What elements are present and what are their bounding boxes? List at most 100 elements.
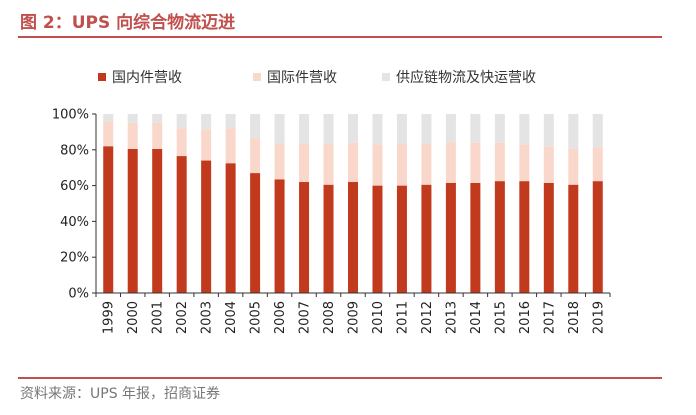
bar-domestic-2018: [568, 184, 579, 293]
x-tick-label-2000: 2000: [126, 301, 141, 334]
bar-international-2004: [225, 128, 236, 164]
y-tick-label: 60%: [60, 179, 89, 194]
x-tick-label-2013: 2013: [444, 301, 459, 334]
bar-international-2006: [274, 143, 285, 180]
bar-international-2010: [372, 144, 383, 186]
bar-supply-chain-2010: [372, 114, 383, 145]
bar-international-2016: [519, 144, 530, 182]
bar-domestic-2016: [519, 181, 530, 294]
x-tick-label-2016: 2016: [518, 301, 533, 334]
bar-international-2001: [152, 122, 163, 149]
bar-domestic-2012: [421, 184, 432, 293]
y-axis: 0% 20% 40% 60% 80% 100%: [52, 108, 97, 302]
bar-domestic-2006: [274, 179, 285, 293]
bar-domestic-2011: [396, 185, 407, 293]
bar-international-2012: [421, 143, 432, 185]
y-tick-label: 20%: [60, 251, 89, 266]
bar-international-2017: [543, 146, 554, 183]
bar-international-2003: [201, 129, 212, 161]
x-tick-label-2003: 2003: [200, 301, 215, 334]
bar-domestic-2019: [592, 181, 603, 294]
x-tick-label-2009: 2009: [347, 301, 362, 334]
x-tick-label-2005: 2005: [249, 301, 264, 334]
bar-domestic-2015: [494, 181, 505, 294]
bar-domestic-1999: [103, 146, 114, 293]
legend-label-domestic: 国内件营收: [112, 70, 182, 86]
x-tick-label-2001: 2001: [151, 301, 166, 334]
x-tick-label-2010: 2010: [371, 301, 386, 334]
bar-international-1999: [103, 121, 114, 147]
bar-group: [103, 114, 603, 294]
bar-international-2000: [127, 122, 138, 149]
bar-international-2007: [299, 143, 310, 183]
bar-domestic-2009: [348, 182, 358, 293]
bar-supply-chain-2001: [152, 114, 163, 123]
bar-international-2002: [176, 128, 187, 157]
bar-supply-chain-2007: [299, 114, 310, 144]
legend-swatch-supply-chain: [382, 73, 390, 81]
bar-international-2005: [250, 138, 261, 174]
x-tick-label-1999: 1999: [102, 301, 117, 334]
bar-domestic-2014: [470, 182, 481, 293]
x-tick-label-2012: 2012: [420, 301, 435, 334]
y-tick-label: 0%: [68, 287, 89, 302]
figure-title: 图 2：UPS 向综合物流迈进: [20, 13, 236, 33]
bar-supply-chain-2000: [127, 114, 138, 123]
x-tick-label-2004: 2004: [224, 301, 239, 334]
bar-supply-chain-2018: [568, 114, 579, 149]
title-divider: [18, 36, 662, 38]
stacked-bar-chart: 国内件营收 国际件营收 供应链物流及快运营收 0% 20% 40% 60% 80% 100…: [52, 69, 611, 334]
bar-supply-chain-2005: [250, 114, 261, 139]
bar-international-2018: [568, 148, 579, 185]
bar-supply-chain-2011: [396, 114, 407, 144]
x-axis: 1999 2000 2001 2002 2003 2004 2005 2006 2007 2008…: [95, 292, 611, 334]
bar-supply-chain-2017: [543, 114, 554, 147]
bar-domestic-2001: [152, 148, 163, 293]
x-tick-label-2019: 2019: [591, 301, 606, 334]
bar-domestic-2005: [250, 173, 261, 293]
bar-domestic-2000: [127, 148, 138, 293]
bar-domestic-2017: [543, 182, 554, 293]
legend-swatch-international: [253, 73, 261, 81]
bar-supply-chain-2004: [225, 114, 236, 129]
chart-legend: 国内件营收 国际件营收 供应链物流及快运营收: [98, 69, 536, 86]
bar-domestic-2008: [323, 184, 334, 293]
bar-domestic-2013: [445, 182, 456, 293]
footer-divider: [18, 377, 662, 379]
bar-supply-chain-2019: [592, 114, 603, 148]
bar-domestic-2004: [225, 163, 236, 293]
bar-international-2015: [494, 142, 505, 182]
bar-supply-chain-2009: [348, 114, 358, 143]
legend-label-supply-chain: 供应链物流及快运营收: [396, 69, 536, 86]
x-tick-label-2014: 2014: [469, 301, 484, 334]
bar-international-2011: [396, 143, 407, 186]
bar-supply-chain-2003: [201, 114, 212, 130]
bar-supply-chain-1999: [103, 114, 114, 122]
bar-domestic-2002: [176, 156, 187, 293]
bar-international-2013: [445, 141, 456, 183]
bar-international-2009: [348, 142, 358, 183]
y-tick-label: 80%: [60, 143, 89, 158]
y-tick-label: 40%: [60, 215, 89, 230]
bar-supply-chain-2006: [274, 114, 285, 144]
source-note: 资料来源：UPS 年报，招商证券: [20, 386, 221, 402]
bar-international-2019: [592, 147, 603, 182]
x-tick-label-2017: 2017: [542, 301, 557, 334]
legend-swatch-domestic: [98, 73, 106, 81]
bar-international-2014: [470, 142, 481, 183]
x-tick-label-2011: 2011: [395, 301, 410, 334]
bar-international-2008: [323, 143, 334, 185]
bar-domestic-2007: [299, 182, 310, 293]
x-tick-label-2007: 2007: [298, 301, 313, 334]
x-tick-label-2002: 2002: [175, 301, 190, 334]
x-tick-label-2015: 2015: [493, 301, 508, 334]
x-tick-label-2006: 2006: [273, 301, 288, 334]
bar-domestic-2003: [201, 160, 212, 293]
bar-domestic-2010: [372, 185, 383, 293]
y-tick-label: 100%: [52, 108, 89, 123]
bar-supply-chain-2016: [519, 114, 530, 145]
bar-supply-chain-2014: [470, 114, 481, 143]
x-tick-label-2018: 2018: [567, 301, 582, 334]
bar-supply-chain-2002: [176, 114, 187, 129]
bar-supply-chain-2012: [421, 114, 432, 144]
